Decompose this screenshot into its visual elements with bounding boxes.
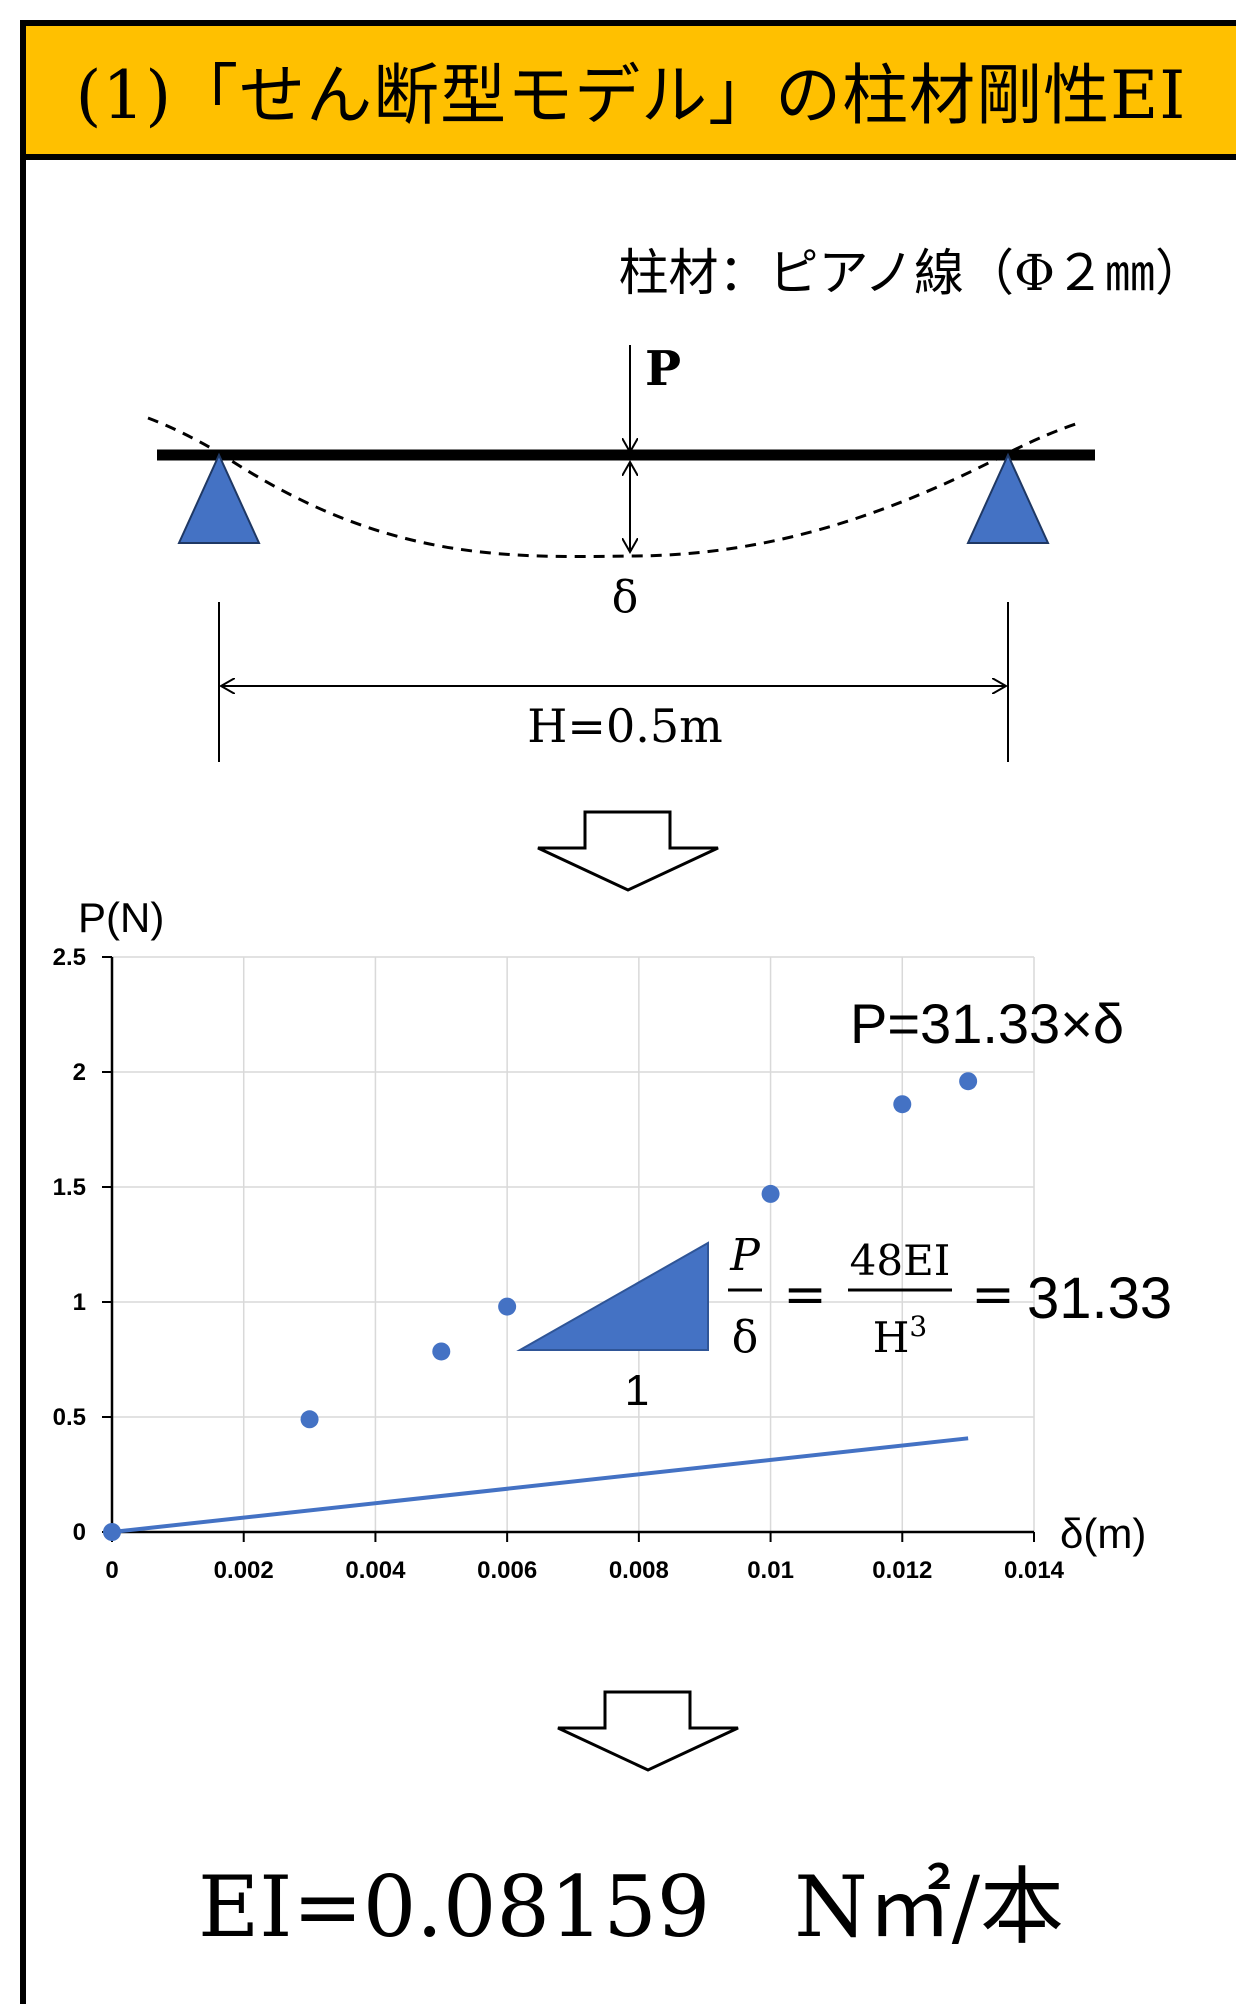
formula-delta: δ [732, 1312, 759, 1363]
formula-48ei: 48EI [850, 1236, 951, 1285]
page-title: (1)「せん断型モデル」の柱材剛性EI [75, 57, 1187, 134]
formula-equals: = [971, 1265, 1015, 1325]
x-axis-label: δ(m) [1060, 1510, 1146, 1557]
slope-triangle-run-label: 1 [625, 1366, 649, 1415]
y-axis-label: P(N) [78, 894, 164, 941]
formula-h: H [873, 1313, 910, 1362]
trend-equation: P=31.33×δ [850, 992, 1124, 1055]
formula-equals: = [783, 1265, 827, 1325]
y-tick-label: 0 [73, 1519, 86, 1546]
data-point [432, 1342, 451, 1361]
x-tick-label: 0 [105, 1557, 118, 1584]
data-point [893, 1095, 912, 1114]
trend-line [111, 1436, 969, 1534]
x-tick-label: 0.004 [345, 1557, 406, 1584]
x-tick-label: 0.01 [747, 1557, 794, 1584]
slope-value: 31.33 [1027, 1266, 1172, 1331]
result-text: EI=0.08159 N㎡/本 [197, 1858, 1065, 1956]
data-point [498, 1297, 517, 1316]
page-frame [20, 20, 1236, 2004]
x-tick-label: 0.006 [477, 1557, 537, 1584]
y-tick-label: 0.5 [53, 1404, 86, 1431]
x-tick-label: 0.008 [609, 1557, 669, 1584]
y-tick-label: 2.5 [53, 944, 86, 971]
x-tick-label: 0.002 [214, 1557, 274, 1584]
x-tick-label: 0.014 [1004, 1557, 1065, 1584]
data-point [300, 1410, 319, 1429]
data-point [103, 1523, 121, 1541]
title-banner: (1)「せん断型モデル」の柱材剛性EI [26, 26, 1236, 160]
data-point [761, 1184, 780, 1203]
formula-p: P [729, 1230, 761, 1281]
formula-h3: H3 [873, 1310, 927, 1362]
y-tick-label: 2 [73, 1059, 86, 1086]
data-point [959, 1072, 978, 1091]
y-tick-label: 1.5 [53, 1174, 86, 1201]
slope-triangle [516, 1241, 709, 1351]
formula-h-exponent: 3 [909, 1310, 927, 1343]
y-tick-label: 1 [73, 1289, 86, 1316]
x-tick-label: 0.012 [872, 1557, 932, 1584]
